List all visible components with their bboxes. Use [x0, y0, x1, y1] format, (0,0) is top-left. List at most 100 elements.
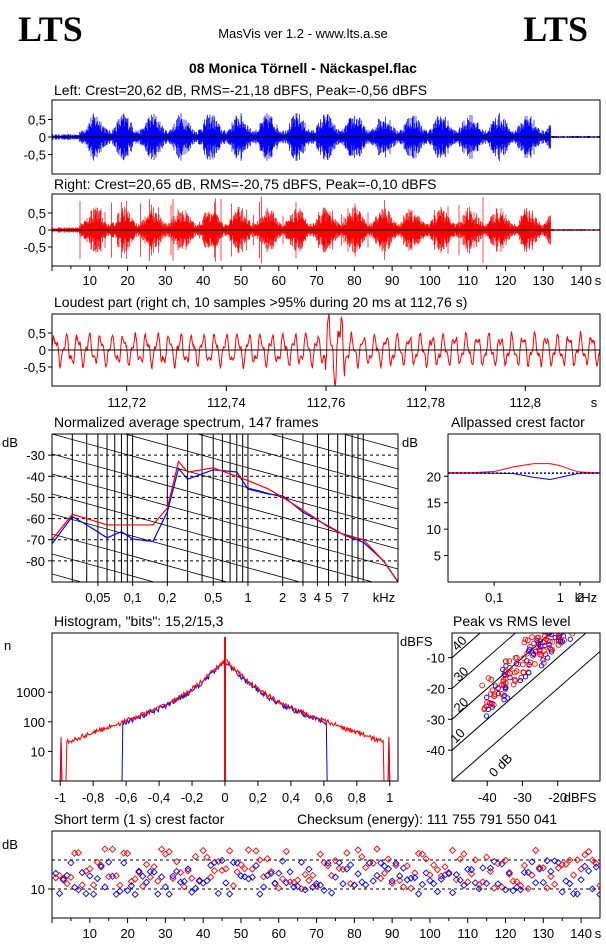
- short-crest-point-right: [569, 871, 578, 879]
- allpassed-ytick-label: 20: [427, 469, 441, 484]
- spectrum-xtick-label: 0,5: [204, 590, 222, 605]
- short-crest-point-right: [176, 868, 185, 877]
- short-crest-point-left: [244, 875, 253, 883]
- peak-rms-point-right: [557, 633, 563, 638]
- short-crest-point-left: [524, 868, 532, 876]
- short-crest-point-left: [82, 889, 90, 898]
- peak-rms-point-right: [536, 627, 541, 632]
- peak-rms-point-right: [569, 627, 574, 632]
- short-crest-point-left: [78, 868, 86, 877]
- short-crest-point-left: [241, 873, 249, 881]
- short-crest-point-right: [543, 884, 551, 892]
- short-crest-point-right: [146, 873, 154, 881]
- histogram-ytick-label: 100: [23, 715, 45, 730]
- short-crest-point-left: [93, 874, 101, 883]
- loudest-xtick-label: 112,72: [107, 395, 146, 410]
- short-crest-point-right: [157, 845, 166, 853]
- short-crest-point-right: [482, 853, 491, 861]
- histogram-ylabel: n: [4, 638, 11, 653]
- short-crest-point-right: [301, 870, 309, 879]
- short-crest-point-left: [528, 858, 536, 866]
- short-crest-point-left: [354, 870, 362, 878]
- right-waveform-xtick-label: 10: [83, 273, 97, 288]
- short-crest-point-left: [414, 890, 423, 898]
- short-crest-point-left: [59, 876, 67, 884]
- loudest-xtick-label: 112,78: [406, 395, 445, 410]
- peak-rms-point-right: [547, 638, 553, 645]
- short-crest-point-right: [222, 865, 230, 873]
- spectrum-ytick-label: -80: [26, 554, 45, 569]
- peak-rms-point-right: [512, 655, 519, 661]
- short-crest-point-left: [456, 876, 464, 884]
- histogram-xtick-label: -0,8: [82, 790, 104, 805]
- short-crest-point-left: [362, 881, 370, 889]
- loudest-trace-group: [52, 314, 600, 386]
- peak-rms-point-left: [572, 618, 576, 622]
- short-crest-point-right: [195, 877, 204, 886]
- short-crest-point-left: [335, 859, 343, 867]
- peak-rms-point-right: [520, 669, 527, 675]
- short-crest-point-left: [339, 880, 347, 888]
- loudest-xtick-label: 112,74: [207, 395, 246, 410]
- allpassed-xtick-label: 2: [576, 590, 583, 605]
- short-crest-point-left: [112, 890, 120, 898]
- short-crest-point-left: [260, 883, 268, 891]
- short-crest-point-right: [392, 861, 400, 870]
- short-crest-point-right: [278, 875, 287, 883]
- short-crest-point-left: [256, 890, 264, 898]
- short-crest-point-left: [448, 889, 457, 897]
- peak-rms-point-left: [585, 605, 589, 609]
- peak-rms-point-right: [559, 609, 564, 614]
- short-crest-point-right: [210, 867, 219, 875]
- short-crest-point-right: [150, 863, 158, 871]
- short-crest-point-right: [173, 858, 181, 866]
- peak-rms-point-right: [529, 634, 535, 641]
- peak-rms-ylabel: dBFS: [400, 634, 433, 649]
- short-crest-point-right: [71, 849, 79, 857]
- short-crest-point-left: [312, 879, 321, 888]
- short-crest-point-right: [464, 878, 472, 886]
- short-crest-point-left: [139, 872, 147, 880]
- short-crest-point-right: [358, 853, 366, 861]
- peak-rms-point-right: [574, 606, 579, 611]
- short-crest-point-right: [55, 871, 64, 880]
- short-crest-point-right: [528, 871, 536, 879]
- short-crest-title: Short term (1 s) crest factor: [54, 811, 225, 827]
- short-crest-point-right: [562, 860, 570, 868]
- peak-rms-point-left: [562, 612, 566, 616]
- short-crest-point-left: [188, 888, 196, 896]
- short-crest-point-right: [135, 868, 143, 876]
- short-crest-point-left: [233, 859, 241, 867]
- short-crest-point-right: [516, 881, 525, 890]
- short-crest-point-left: [165, 890, 173, 898]
- short-crest-point-left: [399, 864, 408, 872]
- short-crest-xtick-label: 100: [419, 926, 441, 941]
- short-crest-point-right: [225, 847, 234, 855]
- spectrum-diag: [52, 434, 398, 530]
- short-crest-point-right: [97, 861, 105, 870]
- spectrum-xtick-label: 0,2: [158, 590, 176, 605]
- right-waveform-xtick-label: 80: [347, 273, 361, 288]
- short-crest-point-left: [195, 876, 204, 885]
- spectrum-diag: [52, 473, 398, 570]
- short-crest-point-right: [309, 871, 317, 880]
- short-crest-point-right: [294, 876, 302, 884]
- peak-rms-point-right: [548, 626, 553, 631]
- right-waveform-xtick-label: 110: [457, 273, 478, 288]
- peak-rms-point-right: [583, 621, 588, 626]
- short-crest-point-right: [588, 856, 597, 864]
- short-crest-point-right: [169, 874, 177, 883]
- short-crest-point-right: [199, 846, 207, 855]
- short-crest-point-right: [316, 850, 324, 858]
- short-crest-point-right: [422, 855, 430, 863]
- short-crest-xtick-label: 130: [532, 926, 554, 941]
- right-waveform-x-unit: s: [595, 273, 602, 288]
- peak-rms-point-left: [484, 694, 490, 700]
- peak-rms-point-right: [563, 611, 568, 616]
- short-crest-point-left: [577, 876, 585, 884]
- short-crest-point-left: [214, 889, 222, 898]
- short-crest-point-right: [573, 856, 581, 864]
- checksum: Checksum (energy): 111 755 791 550 041: [297, 811, 558, 827]
- peak-rms-point-right: [491, 693, 498, 699]
